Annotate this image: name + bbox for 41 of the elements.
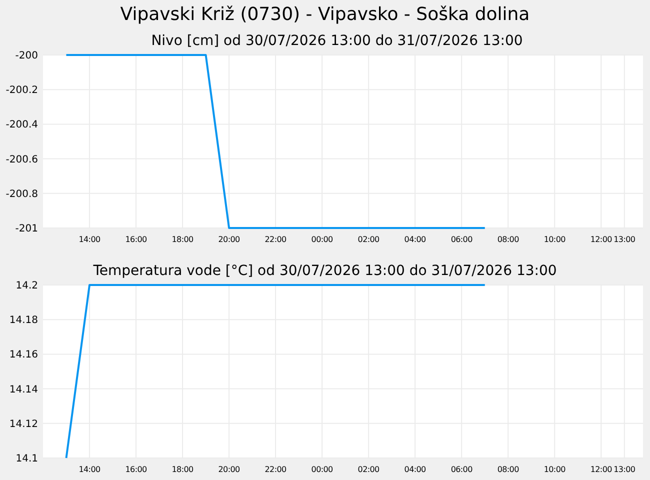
chart-title: Temperatura vode [°C] od 30/07/2026 13:00 do 31/07/2026 13:00 [92, 263, 557, 279]
x-tick-label: 04:00 [404, 465, 426, 474]
x-tick-label: 20:00 [218, 465, 240, 474]
x-tick-label: 14:00 [78, 465, 100, 474]
x-tick-label: 08:00 [497, 465, 520, 474]
x-tick-label: 10:00 [544, 465, 566, 474]
y-tick-label: 14.18 [9, 315, 38, 326]
y-tick-label: -200.8 [6, 188, 38, 200]
x-tick-label: 12:00 [590, 465, 612, 474]
x-tick-label: 20:00 [218, 235, 240, 244]
x-tick-label: 04:00 [404, 235, 426, 244]
x-tick-label: 00:00 [311, 235, 334, 244]
y-tick-label: -200.2 [6, 85, 38, 96]
x-tick-label: 12:00 [590, 235, 612, 244]
x-tick-label: 22:00 [264, 235, 287, 244]
x-tick-label: 00:00 [311, 465, 334, 474]
x-tick-label: 06:00 [450, 235, 473, 244]
x-tick-label: 10:00 [544, 235, 566, 244]
x-tick-label: 06:00 [450, 465, 473, 474]
x-tick-label: 13:00 [614, 235, 636, 244]
y-tick-label: -201 [15, 224, 38, 234]
y-tick-label: 14.16 [9, 350, 38, 361]
y-tick-label: -200 [15, 50, 38, 62]
x-tick-label: 18:00 [172, 235, 194, 244]
y-tick-label: -200.6 [6, 154, 38, 166]
x-tick-label: 18:00 [172, 465, 194, 474]
y-tick-label: 14.1 [16, 454, 38, 464]
y-tick-label: -200.4 [6, 120, 38, 131]
x-tick-label: 02:00 [358, 235, 380, 244]
chart-title: Vipavski Križ (0730) - Vipavsko - Soška dolina [120, 4, 530, 25]
x-tick-label: 14:00 [78, 235, 100, 244]
y-tick-label: 14.2 [16, 280, 38, 292]
x-tick-label: 02:00 [358, 465, 380, 474]
x-tick-label: 16:00 [125, 465, 148, 474]
x-tick-label: 22:00 [264, 465, 287, 474]
y-tick-label: 14.14 [9, 384, 38, 396]
x-tick-label: 16:00 [125, 235, 148, 244]
x-tick-label: 13:00 [614, 465, 636, 474]
x-tick-label: 08:00 [497, 235, 520, 244]
y-tick-label: 14.12 [9, 418, 38, 430]
chart-subtitle: Nivo [cm] od 30/07/2026 13:00 do 31/07/2026 13:00 [151, 33, 523, 49]
